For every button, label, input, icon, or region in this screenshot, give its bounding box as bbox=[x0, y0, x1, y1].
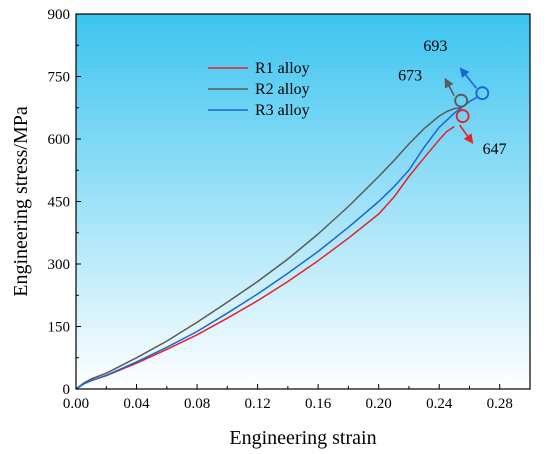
legend-label-r1: R1 alloy bbox=[255, 60, 310, 77]
x-tick-label: 0.28 bbox=[487, 396, 513, 412]
plot-background bbox=[76, 14, 530, 389]
x-tick-label: 0.20 bbox=[366, 396, 392, 412]
annotation-uts-r3: 693 bbox=[423, 38, 447, 55]
y-tick-label: 300 bbox=[48, 257, 71, 273]
x-tick-label: 0.12 bbox=[244, 396, 270, 412]
x-tick-label: 0.08 bbox=[184, 396, 210, 412]
y-tick-label: 450 bbox=[48, 195, 71, 211]
y-axis-title: Engineering stress/MPa bbox=[10, 106, 32, 297]
legend-label-r3: R3 alloy bbox=[255, 102, 310, 119]
y-tick-label: 750 bbox=[48, 70, 71, 86]
x-tick-label: 0.04 bbox=[123, 396, 150, 412]
series-layer bbox=[75, 96, 478, 390]
legend-label-r2: R2 alloy bbox=[255, 81, 310, 98]
annotation-layer: 673 693 647 bbox=[398, 38, 507, 158]
annotation-uts-r1: 647 bbox=[483, 141, 507, 158]
arrow-icon-r2 bbox=[444, 77, 455, 97]
y-tick-label: 900 bbox=[48, 7, 71, 23]
uts-marker-layer bbox=[454, 86, 490, 123]
annotation-uts-r2: 673 bbox=[398, 68, 422, 85]
x-tick-label: 0.24 bbox=[426, 396, 453, 412]
series-line-r2 bbox=[75, 107, 462, 390]
uts-marker-r3 bbox=[475, 86, 490, 101]
arrow-icon-r3 bbox=[459, 67, 477, 89]
uts-marker-r2 bbox=[454, 93, 469, 108]
x-tick-label: 0.16 bbox=[305, 396, 332, 412]
legend: R1 alloy R2 alloy R3 alloy bbox=[208, 60, 310, 119]
y-tick-label: 150 bbox=[48, 320, 71, 336]
series-line-r3 bbox=[75, 96, 478, 390]
y-tick-label: 600 bbox=[48, 132, 71, 148]
arrow-icon-r1 bbox=[459, 124, 474, 144]
x-axis-ticks: 0.00 0.04 0.08 0.12 0.16 0.20 0.24 0.28 bbox=[63, 384, 513, 412]
y-axis-ticks: 0 150 300 450 600 750 900 bbox=[48, 7, 81, 398]
uts-marker-r1 bbox=[455, 109, 470, 123]
x-axis-title: Engineering strain bbox=[229, 427, 376, 449]
y-tick-label: 0 bbox=[63, 382, 71, 398]
x-tick-label: 0.00 bbox=[63, 396, 89, 412]
